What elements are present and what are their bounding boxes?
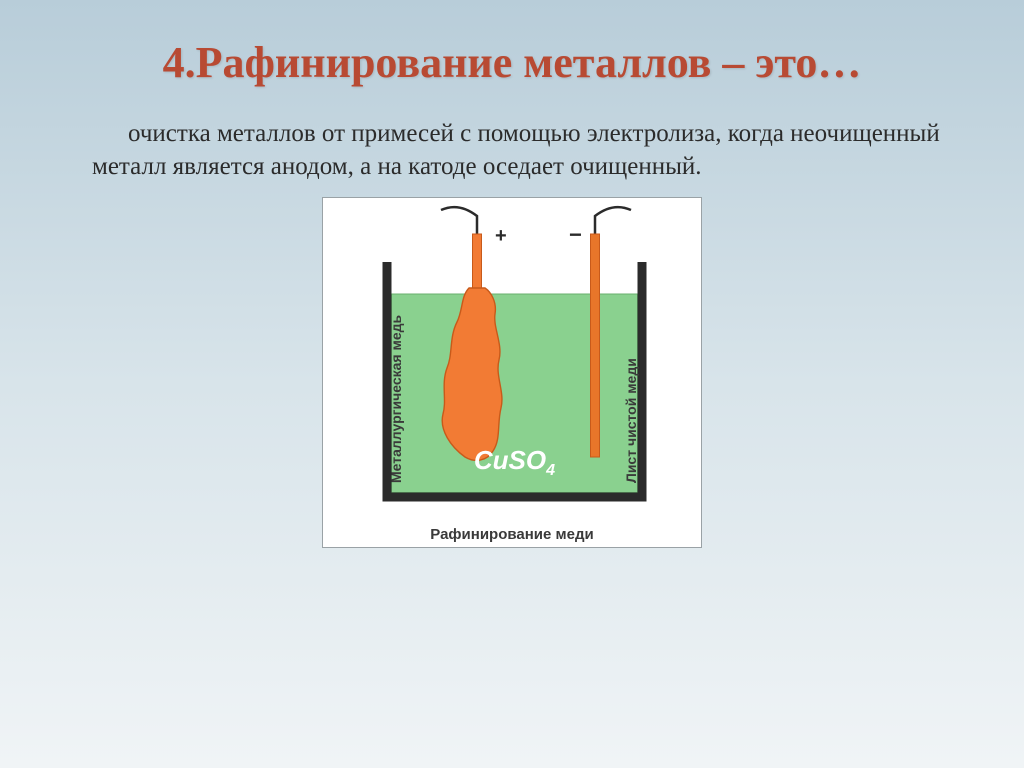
svg-text:−: − bbox=[569, 222, 582, 247]
refining-diagram: + − Металлургическая медь Лист чистой меди C… bbox=[327, 202, 697, 522]
diagram-container: + − Металлургическая медь Лист чистой меди C… bbox=[40, 197, 984, 548]
svg-text:Лист чистой меди: Лист чистой меди bbox=[623, 358, 639, 483]
svg-text:+: + bbox=[495, 225, 507, 247]
svg-text:CuSO4: CuSO4 bbox=[474, 445, 555, 479]
diagram-frame: + − Металлургическая медь Лист чистой меди C… bbox=[322, 197, 702, 548]
svg-text:Металлургическая медь: Металлургическая медь bbox=[388, 314, 404, 482]
diagram-caption: Рафинирование меди bbox=[327, 526, 697, 543]
slide-body: очистка металлов от примесей с помощью э… bbox=[92, 117, 956, 183]
slide-title: 4.Рафинирование металлов – это… bbox=[40, 38, 984, 89]
